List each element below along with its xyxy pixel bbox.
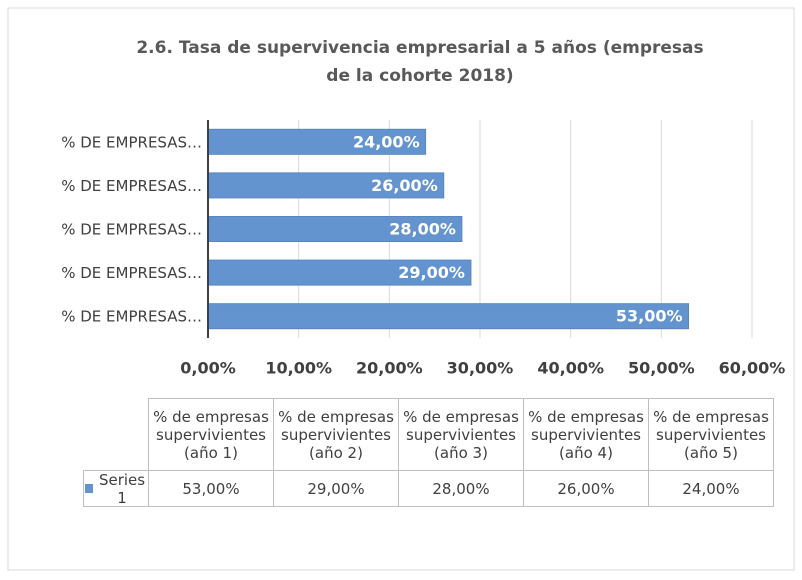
table-header-cell: % de empresas supervivientes (año 5) — [648, 398, 774, 471]
table-series-cell: Series1 — [83, 470, 149, 507]
x-tick-label: 20,00% — [356, 359, 423, 378]
table-value-cell: 26,00% — [523, 470, 649, 507]
x-tick-label: 0,00% — [180, 359, 236, 378]
table-header-cell: % de empresas supervivientes (año 1) — [148, 398, 274, 471]
data-label: 53,00% — [616, 307, 683, 326]
table-header-cell: % de empresas supervivientes (año 3) — [398, 398, 524, 471]
x-tick-label: 60,00% — [719, 359, 786, 378]
x-tick-label: 40,00% — [537, 359, 604, 378]
table-header-cell: % de empresas supervivientes (año 4) — [523, 398, 649, 471]
table-value-cell: 24,00% — [648, 470, 774, 507]
bar — [207, 172, 445, 199]
table-value-cell: 29,00% — [273, 470, 399, 507]
table-header-cell: % de empresas supervivientes (año 2) — [273, 398, 399, 471]
bar — [207, 216, 463, 242]
data-label: 24,00% — [353, 132, 420, 151]
chart-frame — [7, 7, 795, 571]
y-tick-label: % DE EMPRESAS… — [61, 221, 202, 239]
legend-label: Series1 — [98, 470, 146, 507]
bar — [207, 303, 690, 330]
data-label: 29,00% — [398, 263, 465, 282]
x-tick-label: 10,00% — [265, 359, 332, 378]
bar — [207, 128, 427, 155]
y-tick-label: % DE EMPRESAS… — [61, 264, 202, 282]
x-tick-label: 50,00% — [628, 359, 695, 378]
y-tick-label: % DE EMPRESAS… — [61, 308, 202, 326]
x-tick-label: 30,00% — [447, 359, 514, 378]
table-value-cell: 28,00% — [398, 470, 524, 507]
data-label: 26,00% — [371, 176, 438, 195]
table-value-cell: 53,00% — [148, 470, 274, 507]
legend-key — [85, 484, 94, 493]
data-label: 28,00% — [389, 220, 456, 239]
bar — [207, 259, 472, 286]
chart-title: de la cohorte 2018) — [326, 66, 513, 86]
y-tick-label: % DE EMPRESAS… — [61, 177, 202, 195]
y-tick-label: % DE EMPRESAS… — [61, 133, 202, 151]
chart-title: 2.6. Tasa de supervivencia empresarial a… — [136, 38, 703, 58]
